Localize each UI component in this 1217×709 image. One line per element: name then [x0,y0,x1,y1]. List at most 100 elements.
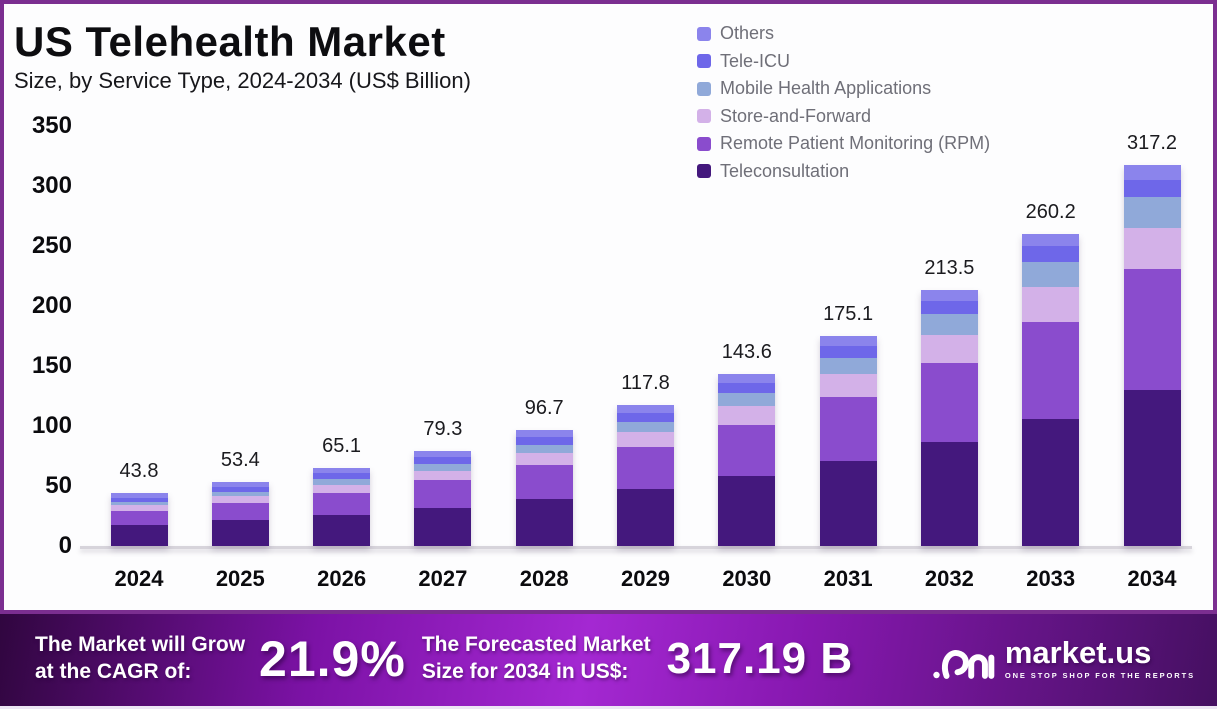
legend-swatch-teleconsultation [697,164,711,179]
forecast-label-line1: The Forecasted Market [421,632,651,656]
forecast-label-line2: Size for 2034 in US$: [421,659,629,683]
legend-label-teleconsultation: Teleconsultation [720,160,850,181]
bar-segment-2029-mobile-health-applications [617,421,674,433]
bar-segment-2030-mobile-health-applications [718,392,776,407]
bar-segment-2024-tele-icu [110,497,168,502]
y-axis-tick-300: 300 [31,172,72,199]
bar-segment-2027-others [414,450,472,458]
x-axis-label-2031: 2031 [823,566,873,591]
bar-segment-2024-remote-patient-monitoring-rpm- [110,510,168,525]
chart-legend: Others Tele-ICU Mobile Health Applicatio… [697,20,990,185]
bar-total-label-2033: 260.2 [1025,200,1076,223]
bar-2030 [718,373,776,546]
bar-segment-2032-mobile-health-applications [920,314,978,335]
bar-segment-2033-remote-patient-monitoring-rpm- [1022,321,1080,419]
bar-segment-2028-store-and-forward [515,453,573,466]
x-axis-label-2025: 2025 [215,566,265,591]
bar-segment-2025-store-and-forward [211,496,269,503]
bar-segment-2032-remote-patient-monitoring-rpm- [920,363,978,442]
cagr-value: 21.9% [259,630,406,687]
bar-segment-2033-tele-icu [1022,246,1080,262]
bar-segment-2027-remote-patient-monitoring-rpm- [414,480,472,508]
cagr-label: The Market will Grow at the CAGR of: [35,632,245,686]
legend-swatch-tele-icu [697,54,711,69]
x-axis-label-2026: 2026 [317,566,367,591]
bar-segment-2025-remote-patient-monitoring-rpm- [211,502,269,521]
x-axis-label-2030: 2030 [722,566,772,591]
legend-swatch-store-and-forward [697,109,711,124]
bar-total-label-2028: 96.7 [524,396,564,419]
y-axis-tick-250: 250 [31,232,72,259]
y-axis-tick-150: 150 [31,352,72,379]
bar-total-label-2027: 79.3 [423,417,463,440]
bar-segment-2026-teleconsultation [313,514,371,546]
legend-swatch-rpm [697,136,711,151]
x-axis-label-2029: 2029 [621,566,670,591]
brand-name: market.us [1004,635,1152,670]
bar-segment-2026-remote-patient-monitoring-rpm- [313,492,371,515]
bar-segment-2034-tele-icu [1123,179,1181,198]
legend-item-store-and-forward: Store-and-Forward [697,103,990,131]
bar-segment-2027-tele-icu [414,457,472,465]
bar-segment-2031-store-and-forward [819,374,877,398]
bar-2032 [920,289,978,546]
legend-swatch-mobile-health [697,81,711,96]
legend-item-rpm: Remote Patient Monitoring (RPM) [697,130,990,158]
bar-segment-2025-others [211,481,269,487]
legend-swatch-others [697,26,711,41]
y-axis-tick-350: 350 [31,112,72,139]
bar-segment-2024-teleconsultation [110,524,168,546]
bar-segment-2031-remote-patient-monitoring-rpm- [819,397,877,461]
bar-segment-2026-others [313,467,371,474]
bar-total-label-2034: 317.2 [1126,132,1178,155]
market-us-icon [933,649,995,679]
bar-segment-2025-mobile-health-applications [211,491,269,497]
forecast-label: The Forecasted Market Size for 2034 in U… [422,632,651,686]
bar-segment-2028-mobile-health-applications [515,445,573,454]
bar-2024 [110,493,168,546]
bar-segment-2026-store-and-forward [313,484,371,493]
bar-total-label-2025: 53.4 [220,448,260,471]
bar-segment-2029-others [617,404,674,413]
bar-segment-2031-mobile-health-applications [819,357,877,375]
cagr-label-line2: at the CAGR of: [35,659,192,683]
legend-label-tele-icu: Tele-ICU [720,50,791,71]
bar-segment-2027-mobile-health-applications [414,464,472,471]
y-axis-tick-100: 100 [31,412,72,439]
x-axis-label-2034: 2034 [1127,566,1177,591]
brand-text: market.us ONE STOP SHOP FOR THE REPORTS [1005,637,1195,680]
bar-segment-2032-teleconsultation [920,441,978,546]
bar-segment-2029-remote-patient-monitoring-rpm- [617,447,674,489]
brand-tagline: ONE STOP SHOP FOR THE REPORTS [1004,671,1195,680]
legend-label-mobile-health: Mobile Health Applications [720,78,932,99]
bar-segment-2028-others [515,429,573,438]
forecast-value: 317.19 B [666,633,854,683]
legend-label-rpm: Remote Patient Monitoring (RPM) [720,133,991,154]
bar-segment-2024-mobile-health-applications [110,501,168,506]
bar-segment-2033-store-and-forward [1022,286,1080,322]
legend-item-others: Others [697,20,990,48]
bar-2025 [211,481,269,546]
bar-segment-2028-teleconsultation [515,498,573,546]
bar-total-label-2032: 213.5 [924,256,975,279]
chart-header: US Telehealth Market Size, by Service Ty… [14,18,471,94]
y-axis-tick-0: 0 [58,532,72,559]
bar-segment-2029-tele-icu [617,412,674,422]
x-axis-label-2027: 2027 [418,566,468,591]
bar-segment-2029-store-and-forward [617,432,674,448]
x-axis-line [80,546,1192,549]
bar-2031 [819,335,877,546]
bar-segment-2026-mobile-health-applications [313,479,371,485]
chart-subtitle: Size, by Service Type, 2024-2034 (US$ Bi… [14,68,471,94]
bar-segment-2025-teleconsultation [211,520,269,546]
y-axis-tick-200: 200 [31,292,72,319]
bar-segment-2030-tele-icu [718,382,776,393]
legend-label-store-and-forward: Store-and-Forward [720,105,872,126]
bar-2034 [1123,165,1181,546]
bar-segment-2034-mobile-health-applications [1123,197,1181,228]
bar-2027 [414,450,472,546]
bar-segment-2032-tele-icu [920,301,978,315]
bar-segment-2033-mobile-health-applications [1022,261,1080,287]
bar-total-label-2029: 117.8 [621,371,670,394]
legend-label-others: Others [720,23,775,44]
